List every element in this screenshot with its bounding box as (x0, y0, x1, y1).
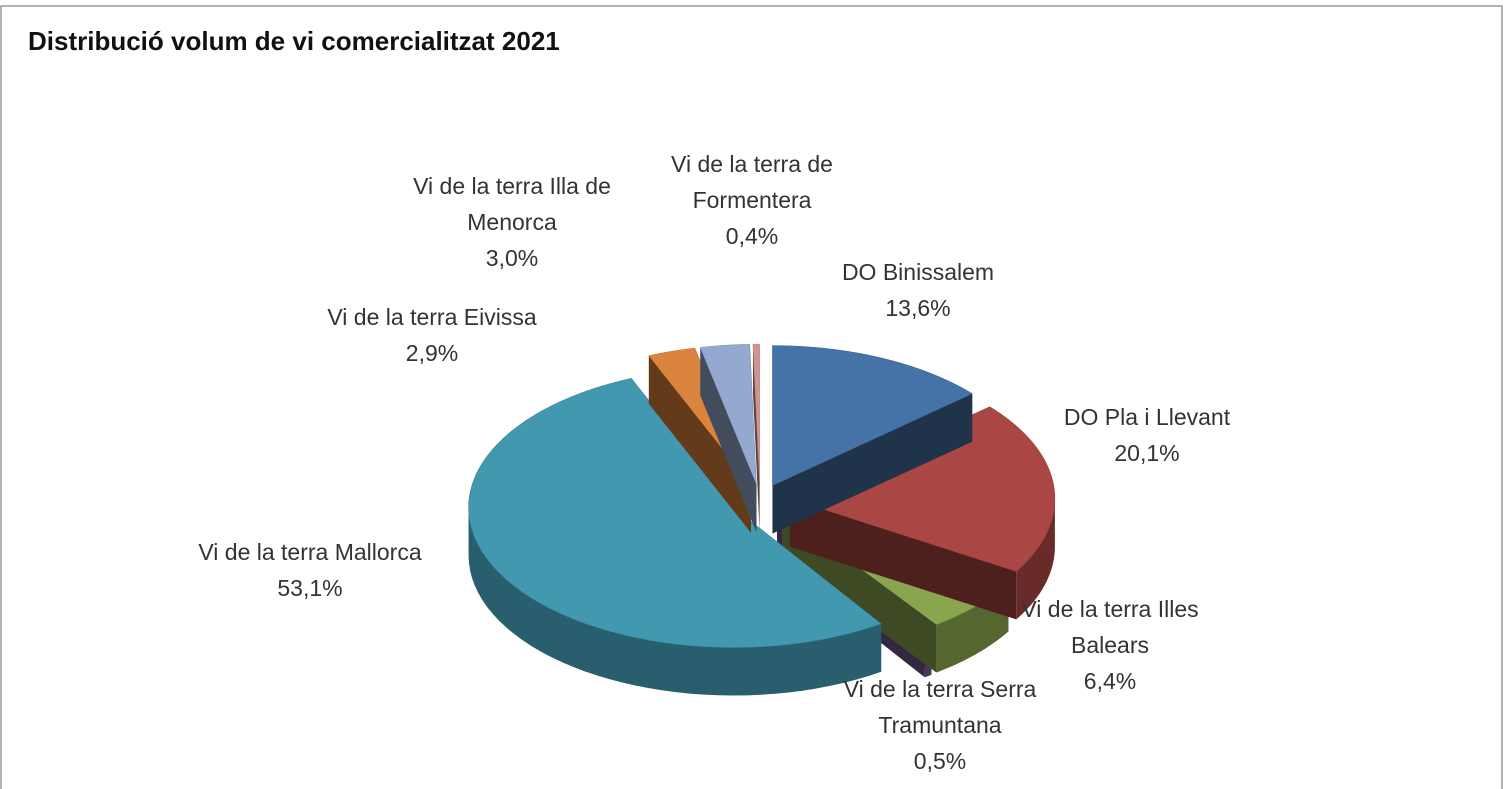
frame (0, 5, 1503, 789)
data-label: Vi de la terra Serra Tramuntana 0,5% (818, 671, 1063, 779)
slice-top (699, 344, 757, 485)
slice-wall (752, 344, 760, 533)
value-label: 3,0% (485, 245, 539, 271)
category-label: Vi de la terra Eivissa (327, 304, 537, 330)
slice-wall (772, 393, 973, 534)
data-label: Vi de la terra Mallorca 53,1% (198, 534, 421, 606)
category-label: DO Binissalem (841, 259, 995, 285)
slice-top (468, 378, 882, 648)
category-label: Vi de la terra Serra Tramuntana (843, 676, 1037, 738)
slice (468, 378, 882, 696)
slice (699, 344, 757, 533)
value-label: 13,6% (885, 295, 951, 321)
data-label: DO Binissalem 13,6% (842, 254, 994, 326)
category-label: Vi de la terra Illes Balears (1021, 596, 1199, 658)
slice-side (1016, 498, 1055, 620)
slice-side (468, 507, 882, 696)
value-label: 6,4% (1083, 668, 1137, 694)
value-label: 53,1% (277, 575, 343, 601)
value-label: 0,4% (725, 223, 779, 249)
data-label: Vi de la terra de Formentera 0,4% (640, 146, 865, 254)
slice (752, 343, 760, 533)
slice-top (772, 345, 973, 486)
data-label: Vi de la terra Illes Balears 6,4% (995, 591, 1225, 699)
data-label: Vi de la terra Illa de Menorca 3,0% (385, 168, 640, 276)
chart-title: Distribució volum de vi comercialitzat 2… (28, 26, 560, 56)
data-label: DO Pla i Llevant 20,1% (1064, 399, 1230, 471)
value-label: 20,1% (1114, 440, 1180, 466)
data-label: Vi de la terra Eivissa 2,9% (327, 299, 536, 371)
slice (772, 345, 973, 534)
value-label: 0,5% (913, 748, 967, 774)
slice-wall (648, 355, 751, 533)
category-label: Vi de la terra Mallorca (198, 539, 422, 565)
slice-wall (789, 498, 1017, 620)
slice-top (752, 343, 760, 485)
category-label: DO Pla i Llevant (1063, 404, 1231, 430)
category-label: Vi de la terra Illa de Menorca (413, 173, 611, 235)
category-label: Vi de la terra de Formentera (671, 151, 833, 213)
slice-wall (700, 347, 757, 533)
slice-top (789, 406, 1056, 572)
value-label: 2,9% (405, 340, 459, 366)
